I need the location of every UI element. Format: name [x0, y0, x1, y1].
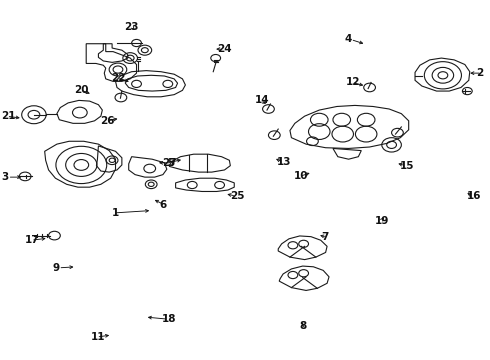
Text: 9: 9 — [52, 263, 60, 273]
Text: 24: 24 — [217, 44, 232, 54]
Text: 3: 3 — [1, 172, 9, 182]
Text: 2: 2 — [476, 68, 483, 78]
Text: 5: 5 — [167, 158, 174, 168]
Text: 8: 8 — [299, 321, 306, 331]
Text: 13: 13 — [277, 157, 292, 167]
Text: 10: 10 — [294, 171, 308, 181]
Text: 20: 20 — [74, 85, 89, 95]
Text: 23: 23 — [124, 22, 139, 32]
Text: 14: 14 — [255, 95, 270, 105]
Text: 15: 15 — [399, 161, 414, 171]
Text: 4: 4 — [344, 35, 352, 44]
Text: 1: 1 — [112, 208, 119, 218]
Text: 25: 25 — [230, 191, 245, 201]
Text: 21: 21 — [0, 111, 15, 121]
Text: 17: 17 — [25, 235, 40, 245]
Text: 11: 11 — [91, 332, 105, 342]
Text: 6: 6 — [159, 200, 166, 210]
Text: 22: 22 — [111, 73, 125, 83]
Text: 7: 7 — [321, 232, 329, 242]
Text: 16: 16 — [466, 191, 481, 201]
Text: 19: 19 — [375, 216, 390, 226]
Text: 18: 18 — [162, 314, 176, 324]
Text: 27: 27 — [162, 158, 176, 168]
Text: 12: 12 — [345, 77, 360, 87]
Text: 26: 26 — [100, 116, 114, 126]
